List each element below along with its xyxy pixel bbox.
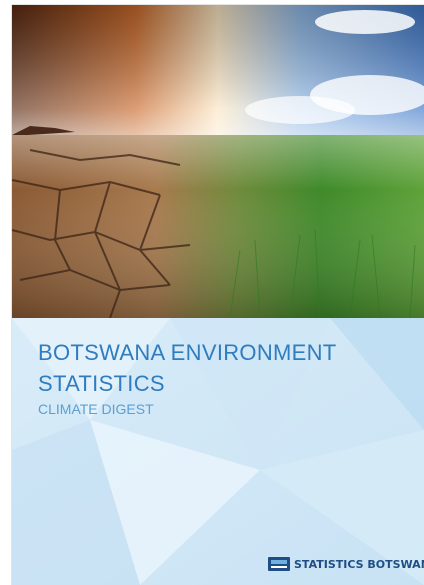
cover-title: BOTSWANA ENVIRONMENT [38,340,337,365]
cover-photo [12,5,424,318]
cover-page: BOTSWANA ENVIRONMENT STATISTICS CLIMATE … [0,0,424,585]
cover-title: STATISTICS [38,371,165,396]
publisher-name: STATISTICS BOTSWANA [294,558,424,571]
cover-subtitle: CLIMATE DIGEST [38,401,154,417]
